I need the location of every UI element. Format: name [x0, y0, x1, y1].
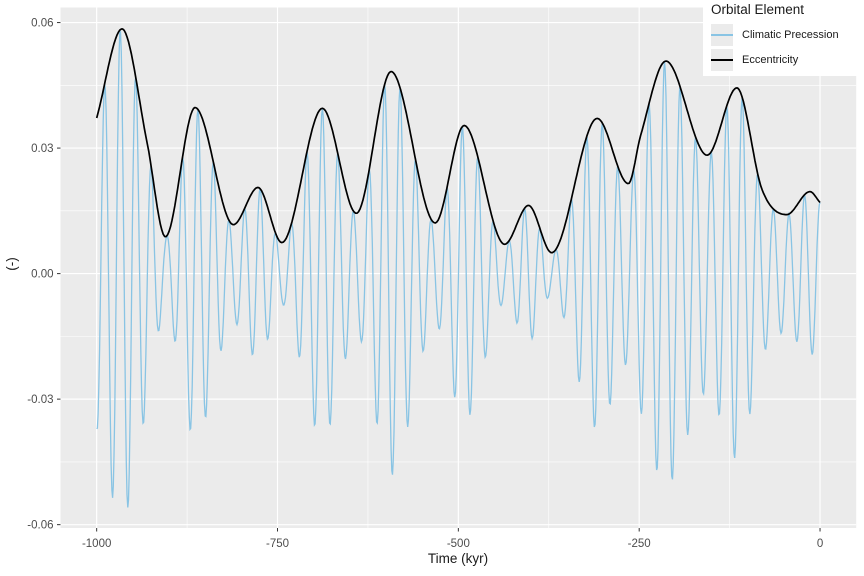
- climatic-precession-line-sample: [711, 34, 733, 36]
- legend-title: Orbital Element: [711, 2, 805, 17]
- y-tick-label: -0.03: [27, 394, 53, 406]
- x-tick-label: 0: [817, 538, 823, 550]
- x-axis-title: Time (kyr): [427, 551, 489, 566]
- y-tick-label: 0.03: [31, 143, 53, 155]
- y-tick-label: -0.06: [27, 520, 53, 532]
- legend-key-climatic-precession: [711, 24, 733, 46]
- legend-label-climatic-precession: Climatic Precession: [742, 29, 839, 41]
- y-tick-label: 0.00: [31, 269, 53, 281]
- legend-label-eccentricity: Eccentricity: [742, 54, 799, 66]
- x-tick-label: -1000: [82, 538, 111, 550]
- y-axis-title: (-): [4, 257, 19, 271]
- eccentricity-line: [95, 28, 821, 254]
- legend-key-eccentricity: [711, 49, 733, 71]
- y-tick-label: 0.06: [31, 18, 53, 30]
- x-tick-label: -500: [447, 538, 470, 550]
- x-tick-label: -250: [628, 538, 651, 550]
- legend-item-climatic-precession: Climatic Precession: [711, 24, 864, 46]
- legend: Orbital Element Climatic Precession Ecce…: [703, 0, 864, 76]
- legend-item-eccentricity: Eccentricity: [711, 49, 864, 71]
- climatic-precession-line: [96, 30, 821, 508]
- x-tick-label: -750: [266, 538, 289, 550]
- eccentricity-line-sample: [711, 59, 733, 61]
